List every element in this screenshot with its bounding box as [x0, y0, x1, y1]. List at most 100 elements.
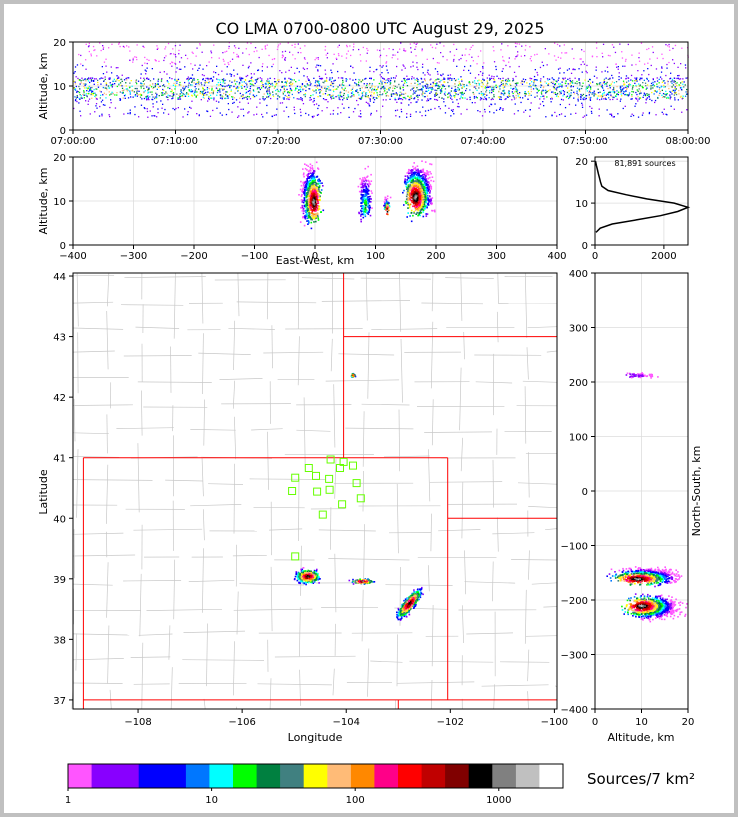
- time-height-source: [105, 58, 107, 60]
- time-height-source: [88, 88, 91, 90]
- ew-height-source: [308, 205, 310, 207]
- time-height-source: [436, 84, 438, 86]
- ew-height-source: [422, 215, 425, 218]
- time-height-source: [611, 81, 614, 83]
- time-height-source: [495, 68, 497, 71]
- ew-height-source: [422, 202, 424, 205]
- time-height-source: [216, 78, 218, 80]
- time-height-source: [88, 85, 90, 88]
- time-height-source: [191, 84, 193, 86]
- time-height-source: [350, 54, 352, 57]
- time-height-source: [266, 88, 269, 90]
- time-height-source: [604, 98, 607, 100]
- time-height-source: [569, 95, 571, 97]
- time-height-source: [325, 90, 327, 92]
- time-height-source: [552, 91, 554, 93]
- time-height-source: [268, 82, 270, 84]
- time-height-source: [657, 97, 659, 99]
- time-height-source: [200, 82, 202, 84]
- time-height-source: [381, 81, 383, 84]
- time-height-source: [283, 110, 285, 112]
- time-height-source: [339, 91, 342, 93]
- ew-height-source: [312, 204, 315, 206]
- time-height-ticks: 07:00:00 07:10:00 07:20:00 07:30:00 07:40:00…: [51, 38, 711, 147]
- time-height-source: [111, 91, 113, 93]
- time-height-source: [651, 46, 654, 48]
- time-height-source: [128, 77, 130, 79]
- time-height-source: [266, 112, 268, 114]
- ew-height-source: [311, 180, 314, 182]
- ew-height-source: [431, 202, 433, 205]
- time-height-source: [559, 72, 561, 74]
- time-height-source: [486, 83, 488, 85]
- time-height-source: [317, 58, 319, 60]
- ew-height-source: [429, 198, 431, 201]
- time-height-source: [392, 48, 394, 51]
- time-height-source: [369, 100, 371, 102]
- time-height-source: [664, 86, 666, 88]
- ew-height-source: [419, 186, 422, 189]
- time-height-source: [327, 86, 329, 88]
- time-height-source: [586, 86, 588, 88]
- time-height-source: [83, 97, 85, 99]
- time-height-source: [197, 94, 199, 96]
- ew-height-source: [306, 210, 309, 213]
- time-height-source: [241, 87, 243, 89]
- time-height-source: [102, 86, 104, 89]
- time-height-source: [422, 106, 424, 108]
- time-height-source: [182, 92, 184, 95]
- ew-height-source: [319, 195, 321, 197]
- time-height-source: [203, 97, 205, 99]
- time-height-source: [106, 89, 108, 91]
- time-height-source: [524, 91, 526, 93]
- ew-height-source: [303, 175, 305, 178]
- time-height-source: [463, 84, 465, 86]
- time-height-source: [124, 94, 126, 96]
- time-height-source: [579, 84, 581, 86]
- time-height-source: [129, 90, 131, 92]
- time-height-source: [574, 82, 576, 84]
- time-height-source: [589, 98, 591, 100]
- time-height-source: [487, 82, 489, 84]
- time-height-source: [165, 46, 167, 48]
- time-height-source: [117, 67, 119, 69]
- time-height-source: [345, 78, 347, 80]
- time-height-source: [572, 68, 574, 71]
- time-height-source: [325, 54, 327, 56]
- time-height-source: [451, 98, 453, 101]
- time-height-source: [369, 105, 371, 107]
- time-height-source: [649, 98, 651, 100]
- time-height-source: [255, 81, 258, 83]
- time-height-source: [188, 89, 190, 91]
- time-height-source: [278, 79, 280, 81]
- ew-height-source: [366, 183, 369, 185]
- time-height-source: [586, 64, 588, 67]
- time-height-source: [369, 77, 371, 79]
- time-height-source: [343, 84, 345, 86]
- time-height-source: [461, 80, 463, 82]
- time-height-source: [389, 98, 391, 100]
- time-height-source: [242, 52, 244, 54]
- time-height-source: [84, 84, 86, 87]
- time-height-source: [556, 87, 558, 89]
- ew-height-source: [410, 180, 413, 182]
- time-height-source: [337, 53, 340, 55]
- time-height-source: [366, 52, 368, 54]
- time-height-source: [348, 106, 350, 109]
- time-height-source: [282, 54, 284, 57]
- time-height-source: [403, 93, 405, 95]
- time-height-source: [642, 96, 644, 98]
- time-height-source: [223, 88, 225, 90]
- time-height-source: [331, 82, 334, 85]
- time-height-source: [611, 115, 613, 117]
- ew-height-source: [312, 213, 315, 216]
- time-height-source: [588, 92, 590, 94]
- time-height-source: [668, 87, 670, 90]
- time-height-source: [310, 95, 312, 97]
- ew-height-source: [311, 218, 314, 221]
- ew-height-source: [414, 207, 417, 209]
- time-height-source: [164, 93, 166, 95]
- time-height-source: [112, 80, 114, 82]
- time-height-source: [576, 90, 578, 92]
- time-height-source: [522, 97, 524, 99]
